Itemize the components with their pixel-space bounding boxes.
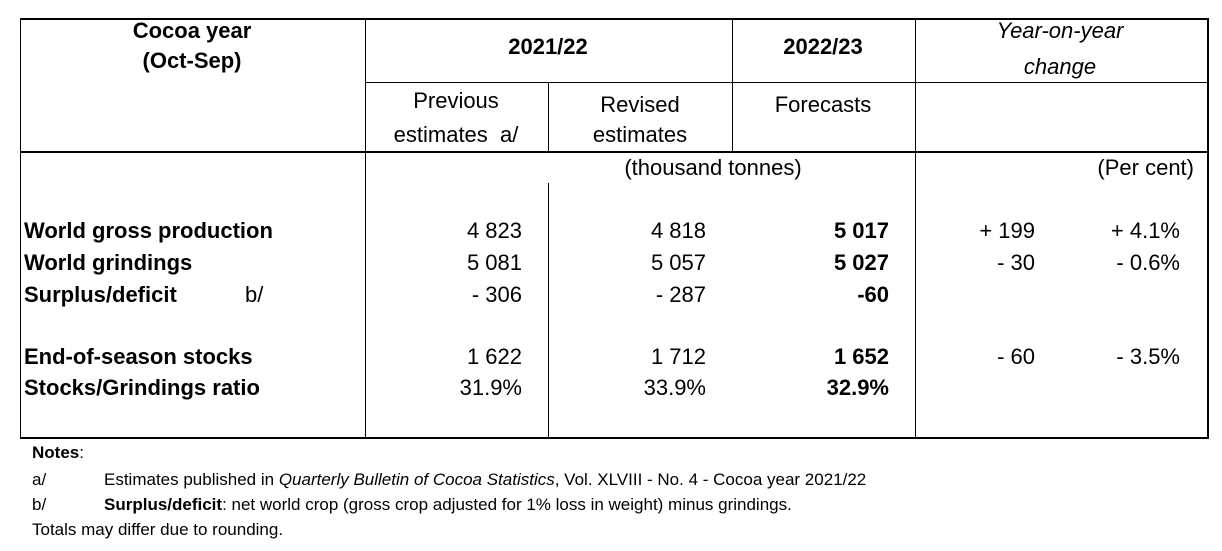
notes-colon: : [79, 443, 84, 462]
cell-previous: 4 823 [466, 218, 522, 243]
note-b-term: Surplus/deficit [104, 495, 223, 514]
header-cocoa-year: Cocoa year [132, 18, 252, 43]
header-forecasts: Forecasts [774, 92, 872, 117]
cell-forecast: -60 [857, 282, 889, 307]
cell-forecast: 5 017 [833, 218, 889, 243]
cell-revised: 4 818 [650, 218, 706, 243]
header-2021-22: 2021/22 [508, 34, 588, 59]
subheader-divider [365, 82, 1209, 83]
row-label: World grindings [24, 250, 193, 275]
cell-revised: 33.9% [643, 375, 706, 400]
cell-previous: 5 081 [466, 250, 522, 275]
note-totals: Totals may differ due to rounding. [32, 520, 284, 539]
row-label: Surplus/deficit [24, 282, 177, 307]
header-yoy-1: Year-on-year [996, 18, 1124, 43]
cell-revised: - 287 [655, 282, 706, 307]
header-revised-2: estimates [592, 122, 688, 147]
cell-previous: 31.9% [459, 375, 522, 400]
note-b-definition: : net world crop (gross crop adjusted fo… [222, 495, 792, 514]
notes-title: Notes: [32, 443, 84, 463]
col-divider-2b [548, 183, 549, 439]
row-label: Stocks/Grindings ratio [24, 375, 260, 400]
header-previous-1: Previous [413, 88, 499, 113]
note-a-key: a/ [32, 470, 47, 489]
cell-revised: 1 712 [650, 344, 706, 369]
cell-change-pct: + 4.1% [1110, 218, 1180, 243]
table-border-bottom [20, 437, 1209, 439]
note-b-text: Surplus/deficit: net world crop (gross c… [104, 495, 792, 515]
table-border-left [20, 18, 21, 439]
col-divider-2a [548, 82, 549, 152]
cell-revised: 5 057 [650, 250, 706, 275]
note-a-text-2: , Vol. XLVIII - No. 4 - Cocoa year 2021/… [554, 470, 867, 489]
header-previous-2: estimates a/ [393, 122, 519, 147]
row-label: World gross production [24, 218, 273, 243]
row-note-ref: b/ [245, 282, 264, 307]
cell-change-pct: - 0.6% [1116, 250, 1180, 275]
row-label: End-of-season stocks [24, 344, 253, 369]
cell-previous: 1 622 [466, 344, 522, 369]
note-a-publication: Quarterly Bulletin of Cocoa Statistics [278, 470, 555, 489]
cell-change-abs: + 199 [979, 218, 1035, 243]
unit-thousand-tonnes: (thousand tonnes) [624, 155, 802, 180]
cell-change-abs: - 60 [997, 344, 1035, 369]
unit-per-cent: (Per cent) [1097, 155, 1194, 180]
cell-change-pct: - 3.5% [1116, 344, 1180, 369]
header-revised-1: Revised [600, 92, 680, 117]
header-2022-23: 2022/23 [783, 34, 863, 59]
cell-change-abs: - 30 [997, 250, 1035, 275]
table-border-top [20, 18, 1209, 20]
cell-previous: - 306 [471, 282, 522, 307]
table-border-right [1207, 18, 1209, 439]
col-divider-3 [732, 18, 733, 152]
note-b-key: b/ [32, 495, 47, 514]
col-divider-4 [915, 18, 916, 439]
header-yoy-2: change [1023, 54, 1097, 79]
notes-title-text: Notes [32, 443, 80, 462]
cell-forecast: 5 027 [833, 250, 889, 275]
cell-forecast: 1 652 [833, 344, 889, 369]
header-oct-sep: (Oct-Sep) [142, 48, 242, 73]
cell-forecast: 32.9% [826, 375, 889, 400]
note-a-text-1: Estimates published in [104, 470, 279, 489]
header-divider [20, 151, 1209, 153]
col-divider-1 [365, 18, 366, 439]
note-a-text: Estimates published in Quarterly Bulleti… [104, 470, 866, 490]
